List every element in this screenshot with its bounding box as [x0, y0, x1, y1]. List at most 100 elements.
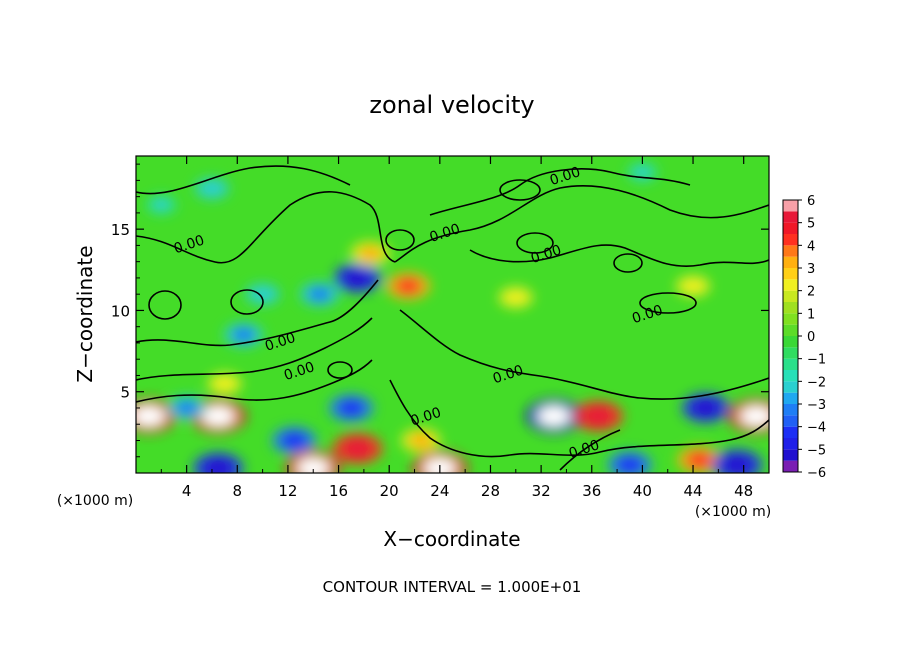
y-tick-label: 10 [111, 302, 130, 320]
y-axis-label: Z−coordinate [73, 245, 97, 382]
colorbar-segment [783, 245, 798, 257]
colorbar-segment [783, 370, 798, 382]
colorbar-segment [783, 404, 798, 416]
contour-line [394, 184, 769, 263]
velocity-feature [686, 451, 713, 469]
velocity-feature [203, 458, 233, 473]
colorbar-tick-label: 5 [807, 217, 815, 232]
colorbar-segment [783, 415, 798, 427]
colorbar-tick-label: −3 [807, 398, 826, 413]
x-tick-label: 12 [278, 482, 297, 500]
colorbar-tick-label: 0 [807, 330, 815, 345]
velocity-feature [691, 399, 720, 417]
velocity-feature [307, 286, 332, 302]
colorbar-segment [783, 438, 798, 450]
contour-interval-annotation: CONTOUR INTERVAL = 1.000E+01 [323, 578, 582, 596]
y-axis: 5 10 15 [111, 163, 769, 458]
colorbar-tick-label: −4 [807, 421, 826, 436]
velocity-feature [682, 279, 704, 293]
x-tick-label: 8 [233, 482, 243, 500]
x-unit-label-right: (×1000 m) [695, 504, 771, 520]
x-tick-label: 4 [182, 482, 192, 500]
velocity-feature [136, 405, 165, 427]
contour-loop [639, 292, 697, 314]
x-axis: 4 8 12 16 20 24 28 32 36 40 44 48 [160, 156, 753, 500]
velocity-feature [616, 456, 643, 473]
colorbar-segment [783, 313, 798, 325]
contour-line [559, 429, 621, 471]
colorbar-segment [783, 347, 798, 359]
colorbar-segment [783, 234, 798, 246]
colorbar-segment [783, 211, 798, 223]
x-tick-label: 44 [683, 482, 702, 500]
contour-loop [516, 232, 554, 254]
velocity-feature [175, 400, 199, 416]
velocity-feature [722, 455, 753, 473]
colorbar-tick-label: −1 [807, 353, 826, 368]
velocity-feature [633, 166, 652, 179]
contour-loop [148, 290, 182, 320]
x-axis-label: X−coordinate [383, 527, 520, 551]
colorbar-segment [783, 279, 798, 291]
contour-loop [385, 229, 415, 251]
colorbar-segment [783, 256, 798, 268]
contour-loop [613, 253, 643, 273]
colorbar-segment [783, 200, 798, 212]
colorbar-segment [783, 358, 798, 370]
x-tick-label: 16 [329, 482, 348, 500]
velocity-feature [740, 405, 769, 427]
velocity-feature [252, 287, 273, 301]
colorbar-segment [783, 290, 798, 302]
x-tick-label: 32 [532, 482, 551, 500]
colorbar-segment [783, 449, 798, 461]
velocity-feature [202, 405, 235, 427]
colorbar-segment [783, 426, 798, 438]
x-unit-label-left: (×1000 m) [57, 493, 133, 509]
plot-frame [135, 155, 770, 474]
contour-line [469, 244, 769, 267]
zero-contours [136, 165, 769, 471]
colorbar-tick-label: 2 [807, 285, 815, 300]
contour-line [136, 191, 396, 264]
colorbar-tick-label: 4 [807, 239, 815, 254]
colorbar-segment [783, 302, 798, 314]
colorbar-segment [783, 222, 798, 234]
x-tick-label: 48 [734, 482, 753, 500]
x-tick-label: 20 [380, 482, 399, 500]
velocity-feature [201, 182, 223, 195]
velocity-feature [343, 268, 372, 287]
colorbar-tick-label: −5 [807, 443, 826, 458]
velocity-feature [409, 433, 433, 448]
plot-area: 0.00 0.000.000.000.000.000.00 0.000.000.00 [136, 156, 769, 473]
velocity-feature [152, 198, 171, 211]
colorbar-tick-label: 1 [807, 307, 815, 322]
colorbar-tick-label: 6 [807, 194, 815, 209]
velocity-feature [358, 246, 382, 262]
contour-line [136, 279, 379, 347]
velocity-feature [297, 457, 330, 473]
contour-line [136, 165, 351, 195]
contour-line [136, 317, 373, 381]
contour-loop [327, 361, 353, 379]
velocity-feature [395, 277, 422, 295]
velocity-feature [537, 405, 571, 427]
x-tick-label: 40 [633, 482, 652, 500]
contour-loop [499, 179, 541, 201]
x-tick-label: 36 [582, 482, 601, 500]
velocity-feature [231, 327, 256, 343]
contour-line [429, 168, 691, 216]
colorbar-tick-label: −6 [807, 466, 826, 481]
contour-line [399, 309, 769, 400]
x-tick-label: 24 [430, 482, 449, 500]
velocity-feature [342, 439, 373, 459]
velocity-feature [583, 406, 613, 426]
colorbar-segment [783, 460, 798, 472]
colorbar-segment [783, 336, 798, 348]
y-tick-label: 15 [111, 221, 130, 239]
velocity-feature [338, 399, 365, 417]
contour-line [389, 379, 769, 458]
colorbar-segment [783, 324, 798, 336]
contour-loop [230, 289, 264, 315]
velocity-feature [281, 432, 308, 449]
